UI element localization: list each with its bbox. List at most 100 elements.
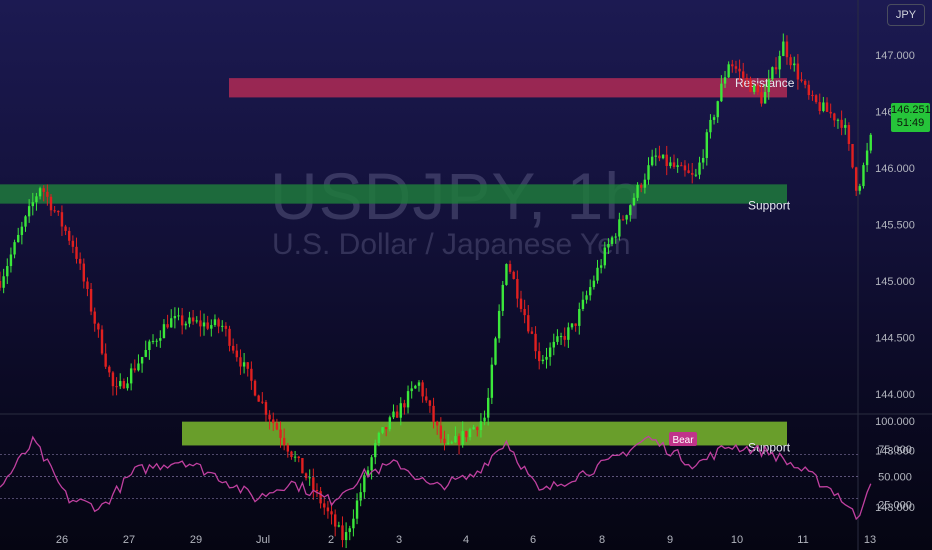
candle-body (632, 197, 636, 206)
candle-body (803, 80, 807, 85)
candle-body (53, 210, 56, 212)
candle-body (548, 347, 552, 357)
candle-body (406, 391, 410, 408)
candle-body (858, 186, 862, 191)
candle-body (435, 421, 439, 426)
candle-body (811, 95, 814, 97)
candle-body (392, 411, 395, 418)
candle-body (395, 411, 399, 418)
candle-body (625, 215, 628, 220)
candle-body (818, 102, 821, 112)
candle-body (75, 246, 78, 259)
candle-body (691, 172, 694, 175)
candle-body (727, 64, 730, 78)
watermark-subtitle: U.S. Dollar / Japanese Yen (272, 228, 631, 261)
candle-body (264, 402, 268, 415)
candle-body (195, 320, 198, 322)
candle-body (512, 271, 515, 279)
candle-body (840, 119, 843, 128)
candle-body (242, 362, 246, 367)
candle-body (825, 102, 829, 112)
candle-body (239, 357, 242, 367)
candle-body (166, 324, 169, 328)
candle-body (330, 511, 333, 515)
candle-body (377, 432, 381, 444)
price-tick-label: 144.500 (875, 333, 915, 345)
candle-body (745, 77, 749, 80)
candle-body (610, 237, 614, 244)
candle-body (323, 503, 326, 508)
x-tick-label: 2 (328, 534, 334, 546)
candle-body (191, 317, 195, 322)
candle-body (279, 429, 282, 438)
candle-body (785, 41, 789, 58)
candle-body (592, 280, 596, 288)
candle-body (421, 382, 424, 397)
candle-body (308, 477, 311, 479)
rsi-line (0, 435, 872, 521)
candle-body (68, 230, 71, 241)
candle-body (359, 492, 362, 501)
candle-body (734, 66, 738, 69)
candle-body (519, 298, 523, 310)
candle-body (494, 338, 497, 365)
candle-body (348, 528, 351, 533)
candle-body (221, 325, 224, 327)
candle-body (0, 281, 2, 288)
candle-body (344, 532, 348, 541)
candle-body (822, 102, 825, 112)
candle-body (86, 281, 89, 289)
candle-body (698, 162, 701, 175)
candle-body (374, 443, 377, 458)
last-price: 146.251 (891, 104, 931, 116)
zone-label-2: Support (748, 440, 791, 454)
candle-body (6, 266, 9, 277)
candle-body (705, 132, 709, 158)
candle-body (173, 315, 177, 319)
zone-2 (182, 421, 787, 446)
candle-body (137, 363, 140, 371)
candle-body (738, 68, 741, 72)
candle-body (665, 154, 668, 166)
price-tick-label: 143.500 (875, 446, 915, 458)
x-tick-label: 6 (530, 534, 536, 546)
currency-button[interactable]: JPY (887, 4, 925, 26)
candle-body (534, 333, 537, 352)
candle-body (712, 117, 716, 120)
price-tick-label: 145.500 (875, 220, 915, 232)
candle-body (228, 328, 231, 346)
price-tick-label: 146.000 (875, 163, 915, 175)
candle-body (596, 267, 599, 281)
candle-body (82, 263, 85, 282)
candle-body (144, 350, 147, 357)
candle-body (869, 134, 872, 151)
candle-body (658, 155, 661, 159)
candle-body (538, 351, 541, 362)
bar-countdown: 51:49 (896, 117, 925, 129)
candle-body (250, 368, 253, 381)
x-tick-label: 29 (190, 534, 202, 546)
candle-body (417, 382, 421, 386)
candle-body (446, 442, 450, 444)
candle-body (381, 427, 384, 433)
candle-body (501, 284, 504, 311)
candle-body (210, 325, 213, 329)
candle-body (545, 356, 548, 360)
candle-body (672, 162, 676, 167)
candle-body (268, 414, 271, 420)
candle-body (180, 315, 184, 326)
candle-body (589, 287, 592, 296)
candle-body (836, 119, 840, 121)
candle-body (508, 264, 512, 272)
candle-body (829, 111, 832, 114)
candle-body (333, 514, 337, 527)
candle-body (556, 336, 559, 342)
candle-body (235, 350, 239, 358)
candle-body (530, 331, 534, 334)
candle-body (574, 323, 577, 326)
candle-body (647, 165, 650, 180)
candle-body (170, 318, 173, 328)
candle-body (213, 319, 217, 326)
candle-body (694, 174, 698, 176)
